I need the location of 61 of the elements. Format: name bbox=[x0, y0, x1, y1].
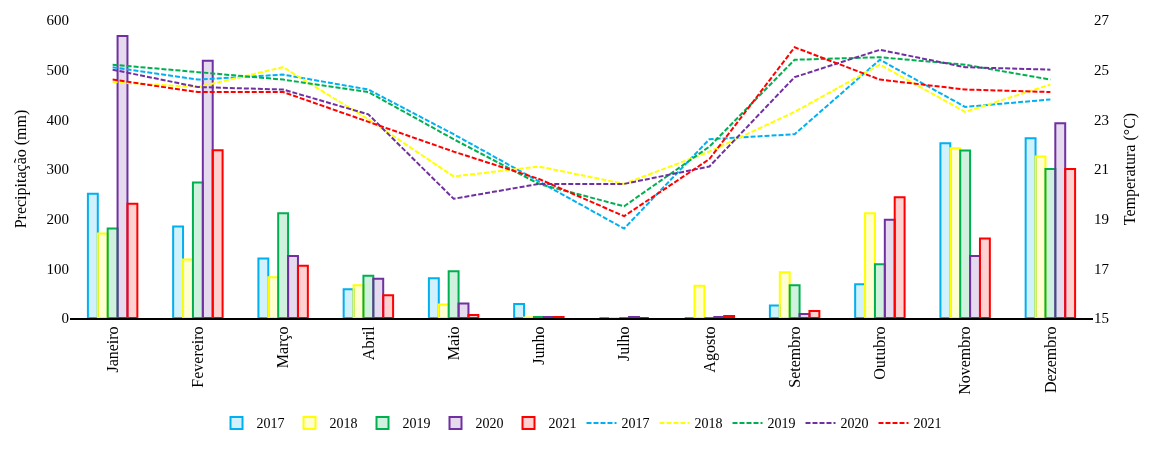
bar bbox=[126, 202, 139, 318]
legend-label: 2018 bbox=[329, 416, 358, 432]
x-tick-label: Agosto bbox=[700, 326, 719, 373]
y2-tick-label: 15 bbox=[1094, 310, 1109, 327]
legend-label: 2019 bbox=[767, 416, 796, 432]
y2-tick-label: 19 bbox=[1094, 210, 1109, 227]
line-series bbox=[111, 63, 1052, 185]
x-tick-label: Outubro bbox=[871, 326, 889, 380]
legend-label: 2021 bbox=[548, 416, 577, 432]
y2-tick-label: 17 bbox=[1094, 260, 1110, 277]
bar bbox=[382, 294, 395, 318]
bar bbox=[257, 257, 270, 318]
y2-axis-title: Temperatura (°C) bbox=[1121, 112, 1140, 226]
x-tick-label: Julho bbox=[615, 326, 633, 362]
x-tick-label: Junho bbox=[530, 326, 548, 365]
legend-label: 2020 bbox=[840, 416, 869, 432]
bar bbox=[296, 264, 309, 318]
x-tick-label: Fevereiro bbox=[189, 326, 207, 388]
bar bbox=[372, 277, 385, 318]
legend-label: 2017 bbox=[621, 416, 650, 432]
bar bbox=[788, 284, 801, 318]
bar bbox=[211, 149, 224, 318]
x-tick-label: Maio bbox=[444, 326, 462, 361]
bar bbox=[277, 212, 290, 318]
bar bbox=[778, 271, 791, 318]
legend-label: 2021 bbox=[913, 416, 942, 432]
legend-label: 2019 bbox=[402, 416, 431, 432]
bar bbox=[978, 237, 991, 318]
x-tick-label: Novembro bbox=[956, 326, 974, 395]
y-tick-label: 100 bbox=[46, 260, 69, 277]
bar bbox=[513, 303, 526, 318]
x-tick-label: Setembro bbox=[785, 326, 803, 388]
y2-tick-label: 21 bbox=[1094, 161, 1109, 178]
y-tick-label: 600 bbox=[46, 12, 69, 29]
legend-label: 2020 bbox=[475, 416, 504, 432]
legend-label: 2018 bbox=[694, 416, 723, 432]
bar bbox=[467, 314, 480, 318]
x-tick-label: Janeiro bbox=[103, 326, 121, 373]
bar bbox=[959, 149, 972, 318]
y-tick-label: 300 bbox=[46, 161, 69, 178]
y-axis-title: Precipitação (mm) bbox=[12, 109, 31, 229]
bar bbox=[427, 277, 440, 318]
y-tick-label: 400 bbox=[46, 111, 69, 128]
bar bbox=[1064, 168, 1077, 318]
x-tick-label: Dezembro bbox=[1041, 326, 1059, 394]
bar bbox=[447, 270, 460, 318]
y2-tick-label: 27 bbox=[1094, 12, 1110, 29]
legend-label: 2017 bbox=[256, 416, 285, 432]
x-tick-label: Abril bbox=[359, 325, 377, 361]
y2-tick-label: 23 bbox=[1094, 111, 1109, 128]
bar bbox=[172, 225, 185, 318]
x-tick-label: Março bbox=[274, 326, 293, 369]
bar bbox=[864, 212, 876, 318]
bar bbox=[693, 284, 706, 318]
bar bbox=[86, 192, 99, 318]
y-tick-label: 200 bbox=[46, 210, 69, 227]
y-tick-label: 0 bbox=[61, 310, 69, 327]
y2-tick-label: 25 bbox=[1094, 61, 1109, 78]
bar bbox=[893, 196, 906, 318]
bar bbox=[808, 310, 821, 318]
y-tick-label: 500 bbox=[46, 61, 69, 78]
